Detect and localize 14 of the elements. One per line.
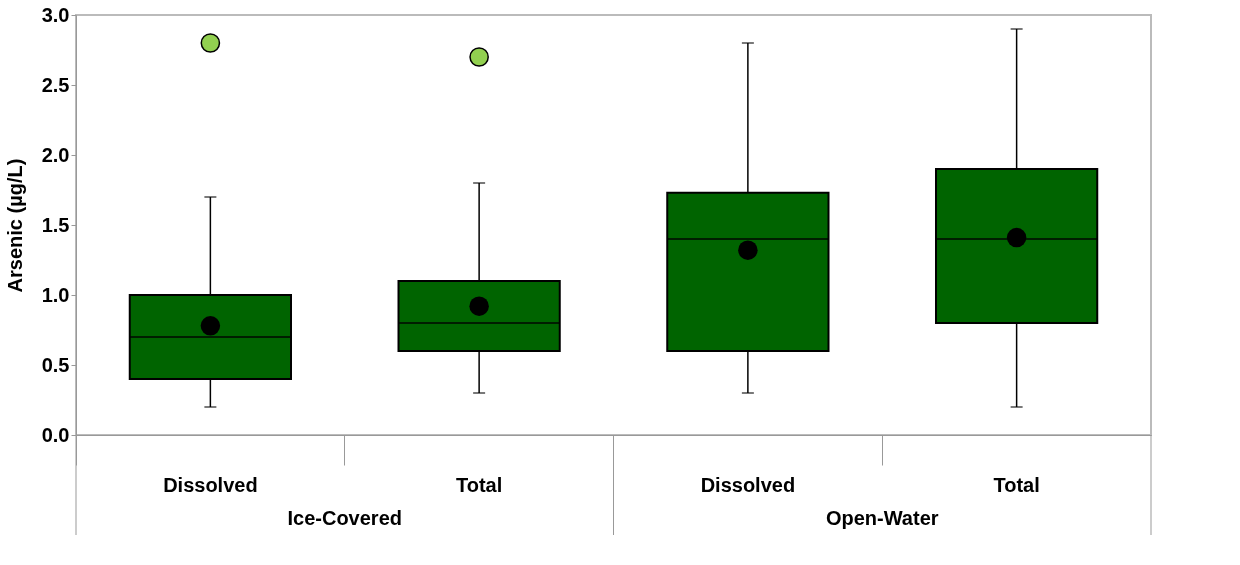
x-tick-label: Total bbox=[455, 473, 503, 496]
text: Open-Water bbox=[825, 507, 939, 529]
y-tick-label: 3.0 bbox=[41, 3, 70, 26]
text: Ice-Covered bbox=[287, 507, 402, 529]
x-tick-label: Total bbox=[993, 473, 1040, 496]
y-tick-label: 2.5 bbox=[41, 73, 70, 96]
x-tick-label: Dissolved bbox=[163, 473, 258, 496]
y-tick-label: 2.0 bbox=[41, 143, 70, 166]
x-tick-label: Dissolved bbox=[700, 473, 796, 496]
y-tick-label: 1.5 bbox=[41, 213, 70, 236]
y-tick-label: 1.0 bbox=[41, 283, 70, 306]
y-tick-label: 0.5 bbox=[41, 353, 70, 376]
y-axis-title: Arsenic (µg/L) bbox=[3, 158, 26, 293]
y-tick-label: 0.0 bbox=[41, 423, 70, 446]
